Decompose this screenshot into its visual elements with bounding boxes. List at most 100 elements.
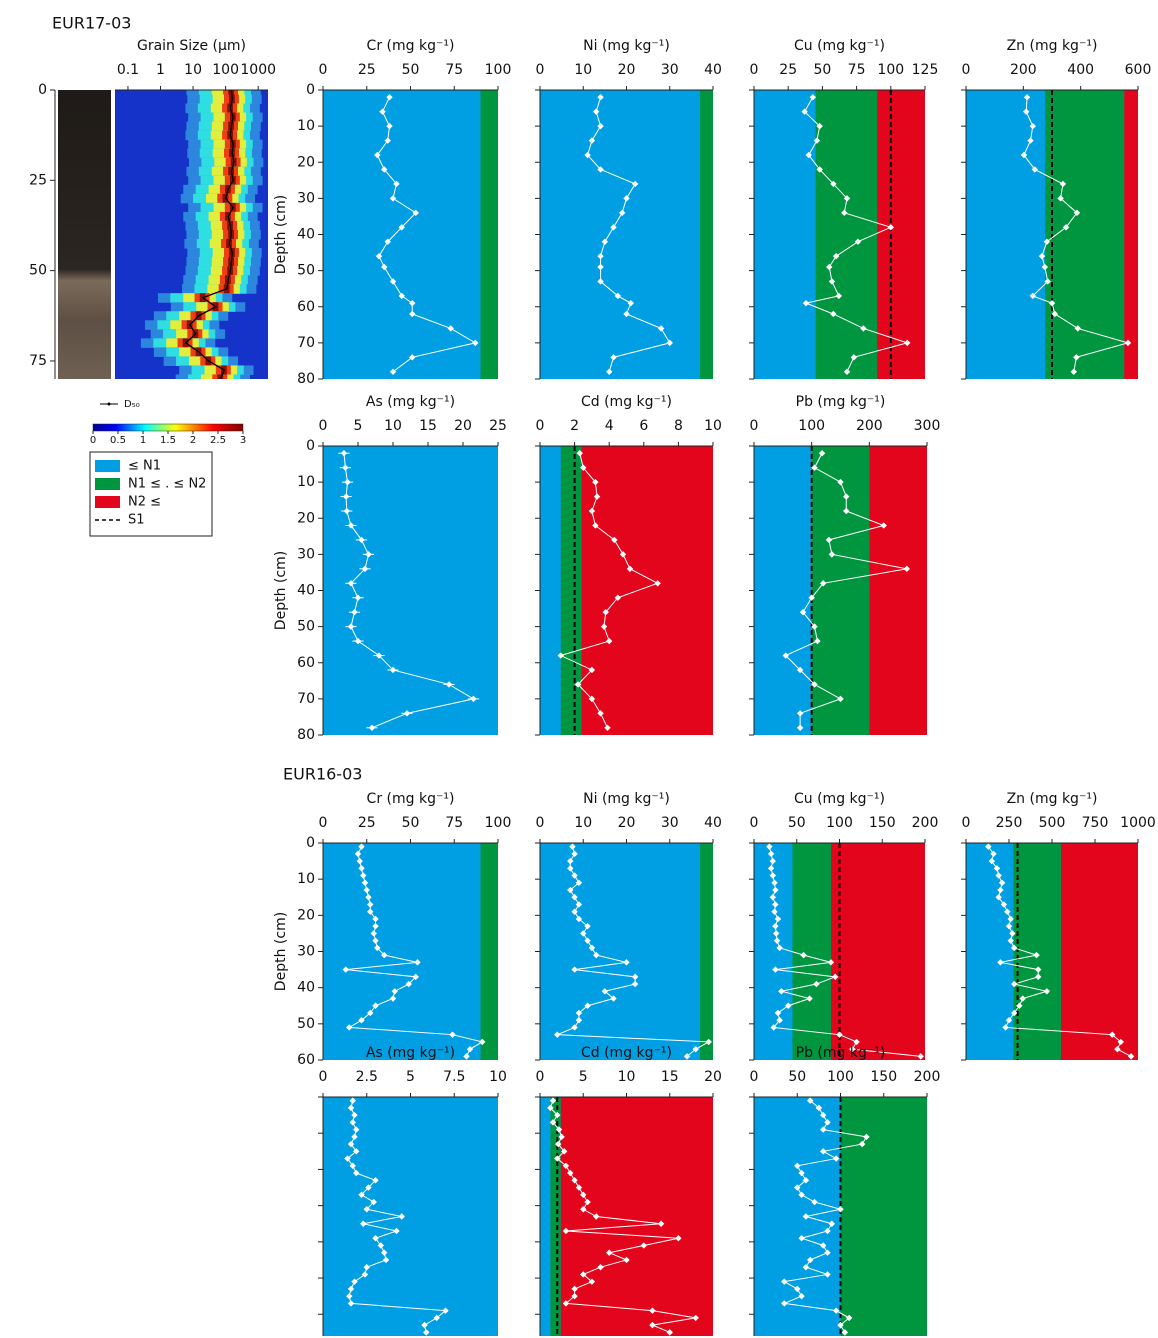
x-tick-label: 50 <box>402 62 420 78</box>
zone-low <box>540 90 713 379</box>
x-axis-label: Pb (mg kg⁻¹) <box>796 1045 886 1061</box>
data-point <box>835 292 843 300</box>
data-point <box>666 1329 673 1336</box>
data-point <box>845 1314 853 1322</box>
data-point <box>769 894 777 901</box>
x-tick-label: 150 <box>869 815 896 831</box>
data-point <box>832 1155 840 1162</box>
core-heading: EUR17-03 <box>52 14 131 33</box>
data-point <box>683 1053 691 1060</box>
x-tick-label: 100 <box>826 815 853 831</box>
x-tick-label: 0 <box>962 815 971 831</box>
y-tick-label: 40 <box>297 980 315 996</box>
data-point <box>562 1162 570 1170</box>
y-tick-label: 30 <box>297 944 315 960</box>
x-tick-label: 0 <box>319 815 328 831</box>
data-point <box>800 951 807 959</box>
data-point <box>993 865 1001 872</box>
data-point <box>445 681 453 688</box>
data-point <box>588 695 596 703</box>
colorbar <box>92 423 244 432</box>
data-point <box>774 915 782 923</box>
legend-marker <box>107 402 111 406</box>
data-point <box>597 252 604 260</box>
data-point <box>816 166 823 173</box>
data-point <box>807 1097 814 1104</box>
data-point <box>1038 252 1046 260</box>
data-point <box>997 959 1004 966</box>
data-point <box>547 1104 554 1112</box>
data-point <box>1062 224 1070 231</box>
data-point <box>584 1002 591 1009</box>
data-point <box>433 1314 440 1322</box>
data-point <box>917 1053 924 1060</box>
data-point <box>372 937 379 944</box>
data-point <box>571 966 578 973</box>
data-point <box>386 94 393 101</box>
data-point <box>818 450 826 457</box>
data-point <box>1004 908 1011 915</box>
y-tick-label: 20 <box>297 907 315 923</box>
zone-high <box>830 843 925 1060</box>
y-tick-label: 10 <box>297 871 315 887</box>
data-point <box>398 292 405 300</box>
data-point <box>358 843 365 850</box>
data-point <box>824 1271 831 1278</box>
data-point <box>361 565 369 573</box>
x-tick-label: 4 <box>605 418 614 434</box>
data-point <box>776 1017 783 1024</box>
x-tick-label: 0 <box>750 418 759 434</box>
data-point <box>354 594 362 601</box>
x-tick-label: 0 <box>319 1069 328 1085</box>
data-point <box>794 1285 801 1293</box>
data-point <box>393 180 400 188</box>
data-point <box>358 865 365 872</box>
data-point <box>381 166 388 173</box>
x-tick-label: 5 <box>406 1069 415 1085</box>
x-tick-label: 300 <box>914 418 941 434</box>
data-point <box>995 872 1002 879</box>
data-point <box>836 1031 843 1038</box>
x-tick-label: 10 <box>574 815 592 831</box>
data-point <box>442 1307 449 1314</box>
y-tick-label: 70 <box>297 335 315 351</box>
data-point <box>588 944 596 952</box>
data-point <box>571 908 578 915</box>
heat-band <box>217 374 224 379</box>
zone-high <box>877 90 925 379</box>
x-tick-label: 40 <box>704 62 722 78</box>
data-point <box>447 325 454 332</box>
x-axis-label: Cu (mg kg⁻¹) <box>794 791 885 807</box>
x-tick-label: 40 <box>704 815 722 831</box>
data-point <box>997 886 1004 894</box>
data-point <box>588 1278 596 1285</box>
y-tick-label: 50 <box>297 619 315 635</box>
y-tick-label: 60 <box>297 1052 315 1068</box>
data-point <box>781 1278 788 1285</box>
data-point <box>597 166 604 173</box>
data-point <box>389 995 397 1002</box>
data-point <box>832 1307 840 1314</box>
data-point <box>365 551 372 558</box>
data-point <box>344 478 351 486</box>
data-point <box>554 1031 561 1038</box>
data-point <box>593 108 600 115</box>
x-tick-label: 10 <box>618 1069 636 1085</box>
x-axis-label: Cr (mg kg⁻¹) <box>367 791 455 807</box>
data-point <box>592 478 599 486</box>
data-point <box>796 710 804 717</box>
x-tick-label: 6 <box>639 418 648 434</box>
data-point <box>809 94 817 101</box>
x-axis-label: Zn (mg kg⁻¹) <box>1007 791 1098 807</box>
data-point <box>841 1329 849 1336</box>
x-tick-label: 20 <box>454 418 472 434</box>
data-point <box>606 368 613 375</box>
data-point <box>604 724 611 731</box>
data-point <box>830 310 837 318</box>
data-point <box>353 1169 360 1177</box>
data-point <box>567 886 574 894</box>
data-point <box>584 922 591 930</box>
data-point <box>472 339 479 347</box>
data-point <box>584 151 591 159</box>
data-point <box>1109 1031 1116 1038</box>
